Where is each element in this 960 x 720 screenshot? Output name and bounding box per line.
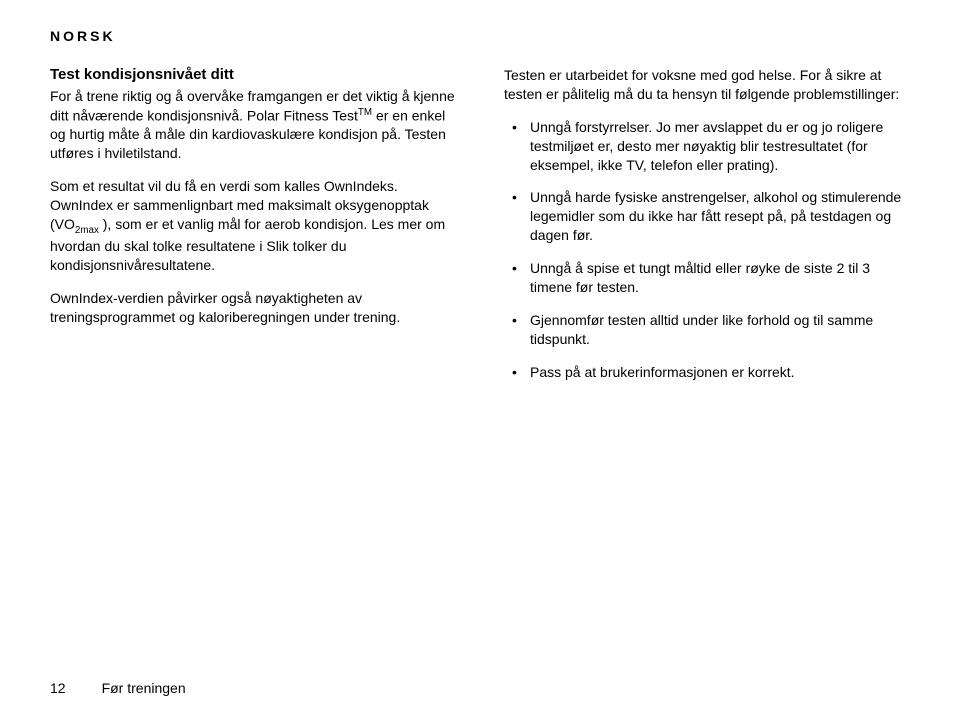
section-title: Test kondisjonsnivået ditt — [50, 66, 456, 83]
body-columns: Test kondisjonsnivået ditt For å trene r… — [50, 66, 910, 396]
left-column: Test kondisjonsnivået ditt For å trene r… — [50, 66, 456, 396]
page-number: 12 — [50, 680, 66, 696]
list-item: Gjennomfør testen alltid under like forh… — [504, 311, 910, 349]
right-column: Testen er utarbeidet for voksne med god … — [504, 66, 910, 396]
vo2max-subscript: 2max — [75, 225, 99, 236]
list-item: Unngå å spise et tungt måltid eller røyk… — [504, 259, 910, 297]
right-intro: Testen er utarbeidet for voksne med god … — [504, 66, 910, 104]
language-header: NORSK — [50, 28, 910, 44]
trademark-superscript: TM — [358, 107, 372, 118]
list-item: Unngå harde fysiske anstrengelser, alkoh… — [504, 188, 910, 245]
bullet-list: Unngå forstyrrelser. Jo mer avslappet du… — [504, 118, 910, 382]
p2-text-b: ), som er et vanlig mål for aerob kondis… — [50, 216, 445, 273]
left-paragraph-3: OwnIndex-verdien påvirker også nøyaktigh… — [50, 289, 456, 327]
page-footer: 12 Før treningen — [50, 680, 186, 696]
footer-section-name: Før treningen — [102, 680, 186, 696]
left-paragraph-1: For å trene riktig og å overvåke framgan… — [50, 87, 456, 163]
left-paragraph-2: Som et resultat vil du få en verdi som k… — [50, 177, 456, 275]
list-item: Pass på at brukerinformasjonen er korrek… — [504, 363, 910, 382]
list-item: Unngå forstyrrelser. Jo mer avslappet du… — [504, 118, 910, 175]
